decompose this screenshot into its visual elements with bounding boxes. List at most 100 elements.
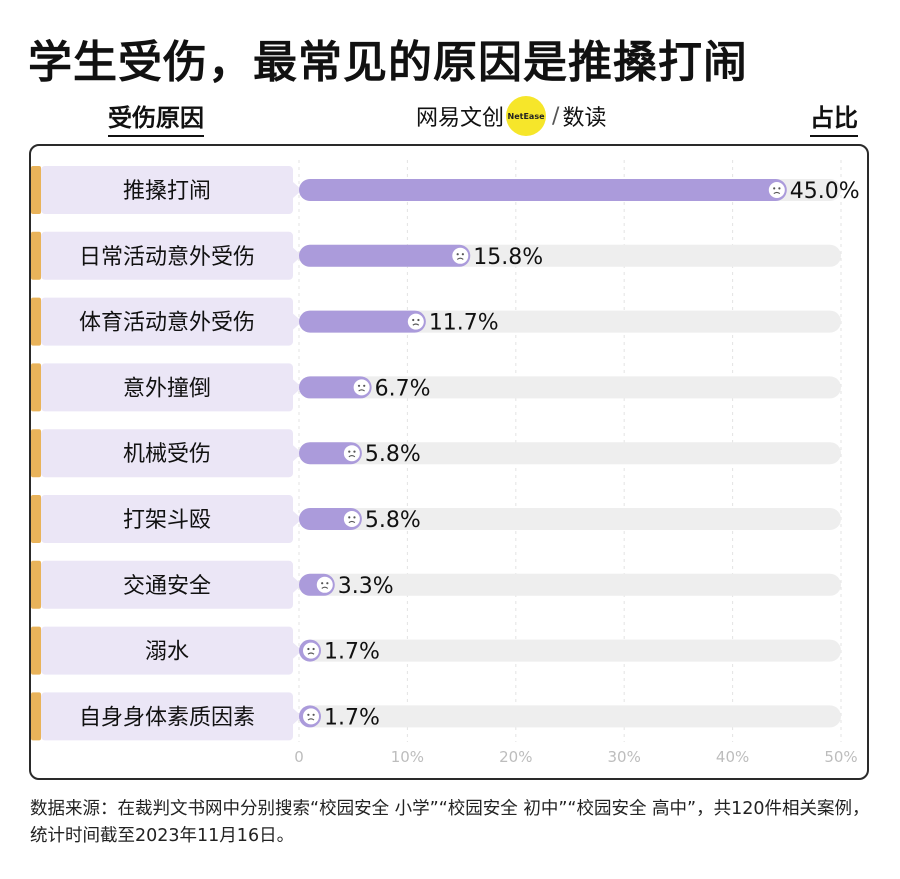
category-label: 机械受伤 (123, 442, 211, 467)
value-label: 3.3% (338, 574, 394, 599)
sad-face-eye (348, 516, 351, 519)
category-label: 打架斗殴 (123, 508, 211, 533)
x-tick-label: 20% (499, 748, 532, 766)
category-label: 体育活动意外受伤 (79, 311, 255, 336)
sad-face-icon (343, 511, 360, 527)
logo-text-wenchuang: 网易文创 (416, 106, 505, 131)
sad-face-mouth (307, 652, 315, 655)
category-label-box (41, 626, 293, 675)
bar (299, 310, 426, 333)
sad-face-eye (307, 713, 310, 716)
sad-face-mouth (456, 257, 464, 260)
value-label: 11.7% (429, 311, 499, 336)
category-label-pointer (293, 642, 302, 659)
category-label-accent (31, 626, 41, 675)
category-label-box (41, 297, 293, 346)
category-label-box (41, 231, 293, 280)
value-label: 5.8% (365, 442, 421, 467)
category-column-header: 受伤原因 (108, 98, 204, 137)
bar (299, 244, 471, 267)
value-column-header: 占比 (810, 98, 858, 137)
category-label: 日常活动意外受伤 (79, 245, 255, 270)
sad-face-icon (407, 313, 424, 330)
category-label-box (41, 692, 293, 741)
sad-face-eye (312, 713, 315, 716)
value-label: 1.7% (324, 705, 380, 730)
sad-face-eye (417, 318, 420, 322)
x-tick-label: 50% (824, 748, 857, 766)
sad-face-eye (456, 253, 459, 256)
category-label: 交通安全 (123, 574, 211, 599)
bar-track (299, 508, 841, 530)
category-label-pointer (293, 182, 302, 198)
bar-track (299, 705, 841, 728)
category-label-accent (31, 363, 41, 412)
sad-face-mouth (321, 586, 329, 589)
chart-panel: 0 10% 20% 30% 40% 50% 推搡打闹 45.0% 日常活动意外受伤 15.8% 体育… (29, 144, 869, 780)
category-label-accent (31, 297, 41, 346)
logo-text-shudu: 数读 (562, 106, 607, 131)
netease-logo: 网易文创 NetEase / 数读 (416, 96, 606, 136)
category-label-pointer (293, 511, 302, 527)
x-tick-label: 10% (391, 748, 424, 766)
category-label-pointer (293, 576, 302, 593)
bar-track (299, 639, 841, 662)
sad-face-icon (303, 642, 319, 659)
chart-title: 学生受伤，最常见的原因是推搡打闹 (28, 37, 748, 88)
sad-face-mouth (358, 389, 365, 392)
sad-face-eye (312, 647, 315, 651)
data-source-note: 数据来源：在裁判文书网中分别搜索“校园安全 小学”“校园安全 初中”“校园安全 … (30, 799, 870, 846)
category-label: 自身身体素质因素 (79, 705, 255, 730)
sad-face-mouth (307, 718, 315, 721)
sad-face-icon (343, 445, 360, 462)
value-label: 1.7% (324, 640, 380, 665)
category-label-box (41, 429, 293, 478)
value-label: 6.7% (375, 376, 431, 401)
category-label-box (41, 495, 293, 543)
value-label: 15.8% (473, 245, 543, 270)
sad-face-icon (353, 379, 370, 396)
category-label-pointer (293, 445, 302, 462)
sad-face-mouth (412, 323, 420, 326)
sad-face-mouth (348, 520, 356, 524)
bar-track (299, 442, 841, 465)
sad-face-eye (773, 187, 776, 190)
sad-face-eye (778, 187, 781, 190)
sad-face-eye (321, 582, 324, 585)
category-label-accent (31, 166, 41, 214)
sad-face-eye (353, 516, 356, 519)
value-label: 45.0% (790, 179, 860, 204)
category-label-box (41, 166, 293, 214)
sad-face-eye (307, 647, 310, 651)
x-tick-label: 40% (716, 748, 749, 766)
sad-face-mouth (773, 191, 781, 195)
bar (299, 179, 787, 201)
logo-badge: NetEase (506, 96, 547, 136)
category-label-pointer (293, 379, 302, 396)
category-label-pointer (293, 247, 302, 264)
sad-face-eye (326, 582, 329, 585)
sad-face-eye (353, 450, 356, 453)
sad-face-eye (357, 384, 361, 387)
sad-face-icon (303, 708, 319, 725)
sad-face-mouth (348, 455, 356, 458)
bar-track (299, 573, 841, 596)
category-label-accent (31, 495, 41, 543)
x-tick-label: 30% (608, 748, 641, 766)
bar (299, 376, 372, 399)
sad-face-icon (452, 247, 469, 264)
sad-face-icon (316, 576, 333, 593)
x-tick-label: 0 (294, 748, 304, 766)
category-label-accent (31, 692, 41, 741)
sad-face-eye (412, 318, 415, 322)
bar-track (299, 376, 841, 399)
category-label-accent (31, 429, 41, 478)
category-label: 意外撞倒 (123, 376, 211, 401)
logo-slash: / (552, 103, 560, 129)
bar-chart: 0 10% 20% 30% 40% 50% 推搡打闹 45.0% 日常活动意外受伤 15.8% 体育… (31, 160, 860, 766)
category-label-box (41, 363, 293, 412)
category-label: 溺水 (145, 640, 189, 665)
sad-face-eye (363, 384, 366, 387)
value-label: 5.8% (365, 508, 421, 533)
sad-face-icon (768, 182, 785, 198)
